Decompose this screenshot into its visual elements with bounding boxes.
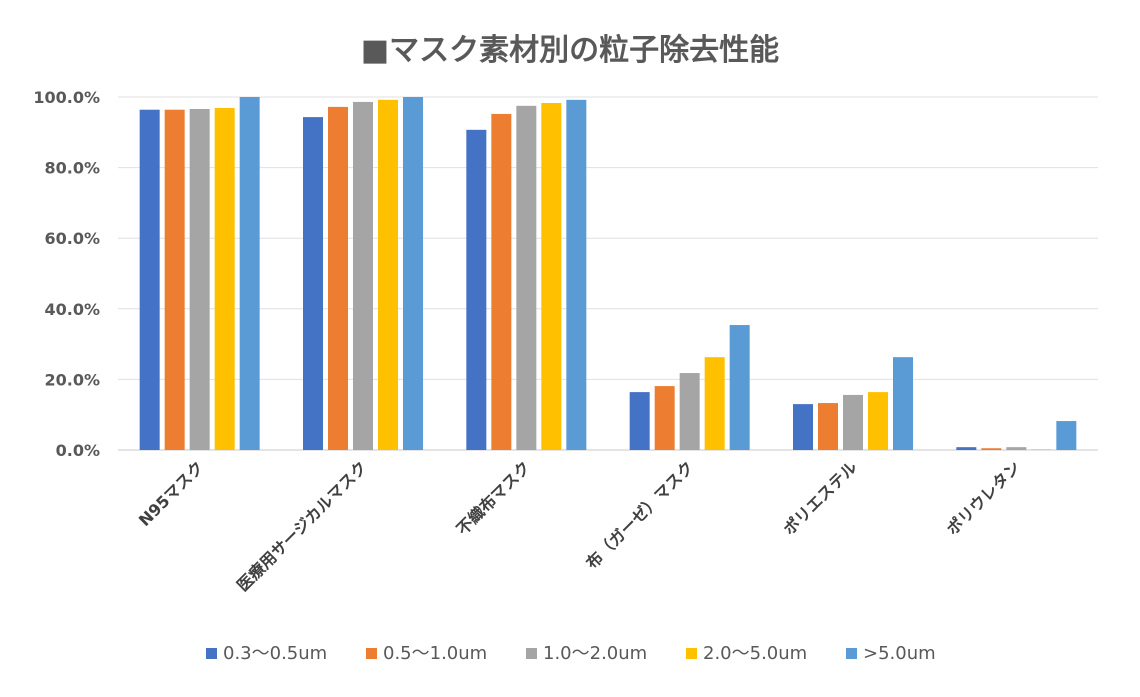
bar	[566, 99, 587, 450]
bar	[466, 129, 487, 451]
bar	[164, 109, 185, 450]
bar	[1031, 449, 1052, 450]
legend-swatch	[686, 648, 697, 659]
bar	[843, 394, 863, 450]
bar	[516, 105, 537, 450]
bar	[704, 357, 725, 450]
y-tick-label: 60.0%	[44, 229, 100, 248]
bar	[956, 447, 977, 450]
bar	[491, 113, 512, 450]
y-tick-label: 0.0%	[56, 441, 100, 460]
bar	[793, 404, 813, 450]
legend-label: 0.3〜0.5um	[223, 643, 327, 664]
legend-swatch	[526, 648, 537, 659]
y-tick-label: 80.0%	[44, 159, 100, 178]
bar	[629, 392, 650, 450]
legend-swatch	[846, 648, 857, 659]
bar	[541, 103, 562, 450]
bar	[818, 403, 838, 450]
bar	[239, 97, 260, 450]
legend-label: 2.0〜5.0um	[703, 643, 807, 664]
bar	[729, 325, 750, 450]
chart-title: ■マスク素材別の粒子除去性能	[361, 33, 779, 68]
bar	[893, 357, 913, 450]
legend-label: 1.0〜2.0um	[543, 643, 647, 664]
legend-label: 0.5〜1.0um	[383, 643, 487, 664]
bar	[214, 107, 235, 451]
y-tick-label: 100.0%	[33, 88, 100, 107]
x-tick-label: 布（ガーゼ）マスク	[582, 457, 697, 572]
x-tick-label: ポリウレタン	[943, 457, 1024, 538]
bar	[303, 117, 323, 450]
bar	[868, 392, 888, 450]
x-tick-label: 不織布マスク	[453, 457, 534, 538]
bar	[654, 386, 675, 450]
legend-label: >5.0um	[863, 643, 936, 664]
x-tick-label: ポリエステル	[780, 457, 861, 538]
bar	[1056, 421, 1077, 450]
x-tick-label: 医療用サージカルマスク	[233, 457, 371, 595]
y-tick-label: 20.0%	[44, 370, 100, 389]
bar	[139, 109, 160, 450]
legend-swatch	[206, 648, 217, 659]
y-tick-label: 40.0%	[44, 300, 100, 319]
bar	[189, 109, 210, 450]
bar	[378, 99, 398, 450]
x-tick-label: N95マスク	[135, 457, 208, 530]
bar	[328, 106, 348, 450]
bar	[1006, 447, 1027, 450]
bar	[981, 448, 1002, 450]
bar	[403, 97, 423, 450]
bar	[353, 101, 373, 450]
bar	[679, 373, 700, 450]
legend-swatch	[366, 648, 377, 659]
